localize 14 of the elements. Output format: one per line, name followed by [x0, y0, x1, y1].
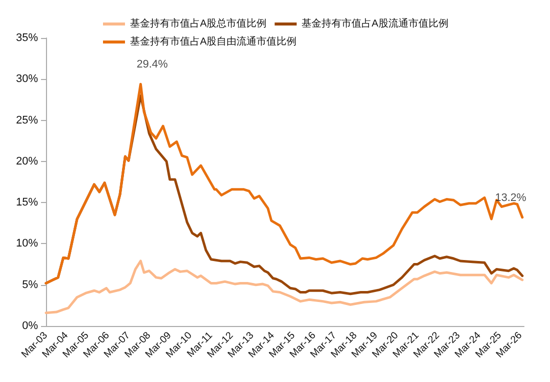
y-tick-label: 5% [22, 278, 38, 291]
y-tick-label: 15% [16, 196, 38, 209]
line-series [44, 260, 524, 314]
y-tick-label: 25% [16, 114, 38, 126]
legend-label: 基金持有市值占A股流通市值比例 [302, 18, 448, 30]
y-tick-label: 10% [16, 238, 38, 250]
y-tick-label: 20% [16, 155, 38, 168]
legend-label: 基金持有市值占A股自由流通市值比例 [130, 36, 297, 48]
y-tick-label: 35% [16, 32, 38, 44]
annotation: 29.4% [136, 58, 168, 71]
legend-label: 基金持有市值占A股总市值比例 [130, 18, 267, 30]
annotation: 13.2% [495, 192, 527, 204]
y-tick-label: 30% [16, 73, 38, 86]
y-tick-label: 0% [22, 320, 38, 332]
